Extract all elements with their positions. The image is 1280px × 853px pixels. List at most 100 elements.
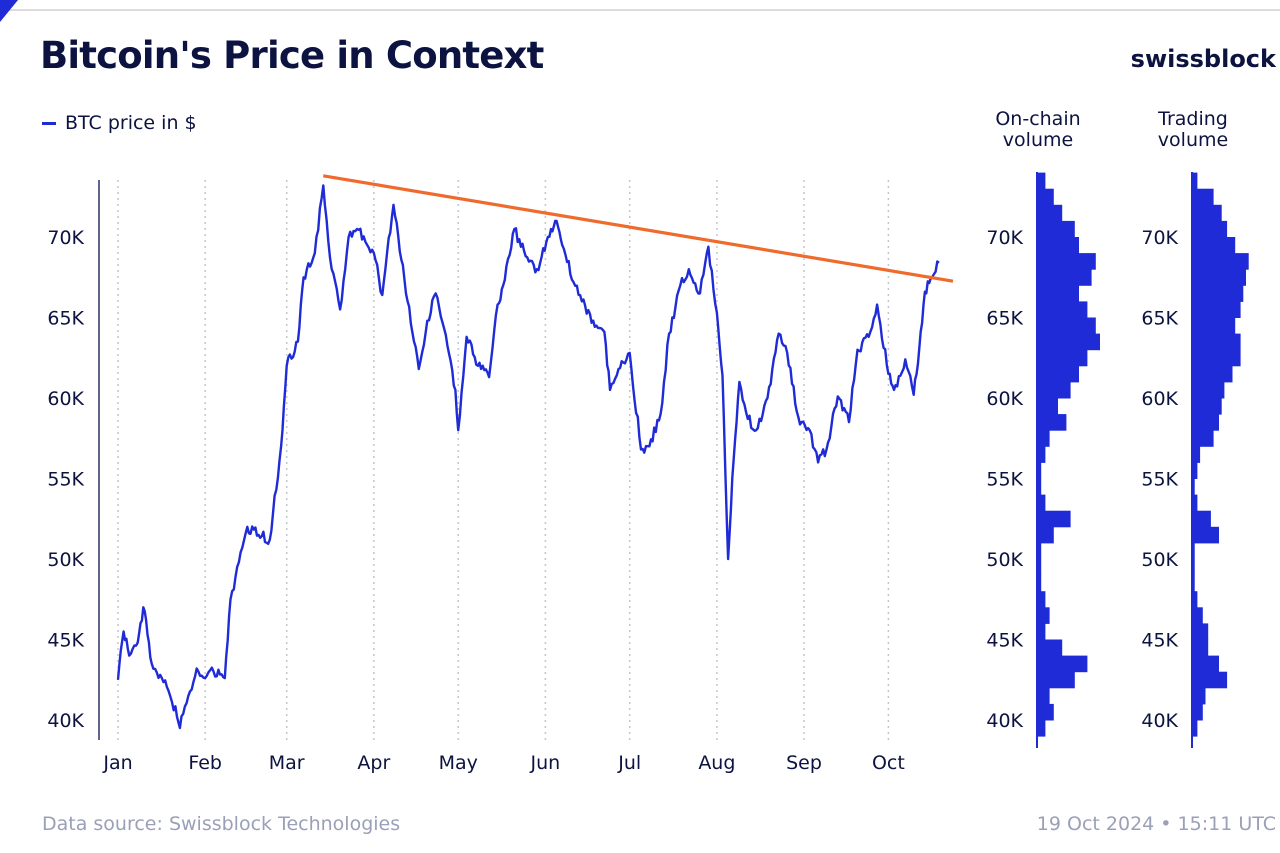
x-tick-label: Jun — [530, 752, 561, 774]
trading-volume-bar — [1192, 172, 1198, 190]
volume-y-tick-label: 50K — [1141, 549, 1178, 571]
x-tick-label: Aug — [698, 752, 735, 774]
corner-accent — [0, 0, 18, 22]
onchain-volume-bar — [1037, 478, 1042, 496]
onchain-volume-bar — [1037, 591, 1046, 608]
y-tick-label: 65K — [47, 308, 84, 330]
legend-label: BTC price in $ — [65, 112, 197, 134]
onchain-volume-bar — [1037, 301, 1088, 318]
timestamp: 19 Oct 2024 • 15:11 UTC — [1036, 813, 1276, 835]
trading-volume-bar — [1192, 623, 1209, 640]
trading-volume-bar — [1192, 204, 1222, 222]
onchain-volume-bar — [1037, 542, 1042, 560]
onchain-volume-bar — [1037, 703, 1054, 721]
onchain-volume-bar — [1037, 333, 1100, 351]
btc-price-line — [116, 184, 940, 730]
volume-y-tick-label: 55K — [1141, 469, 1178, 491]
trading-volume-bar — [1192, 703, 1203, 721]
data-source: Data source: Swissblock Technologies — [42, 813, 401, 835]
onchain-volume-bar — [1037, 381, 1071, 399]
trading-volume-bar — [1192, 237, 1236, 254]
onchain-volume-bar — [1037, 446, 1046, 463]
volume-y-tick-label: 55K — [986, 469, 1023, 491]
onchain-volume-bar — [1037, 462, 1042, 479]
onchain-volume-bar — [1037, 687, 1050, 705]
x-tick-label: Jul — [617, 752, 641, 774]
trading-volume-bar — [1192, 188, 1214, 206]
x-tick-label: May — [439, 752, 478, 774]
trading-volume-bar — [1192, 381, 1225, 399]
onchain-volume-bar — [1037, 188, 1054, 206]
onchain-volume-bar — [1037, 720, 1046, 737]
volume-y-tick-label: 45K — [1141, 630, 1178, 652]
y-tick-label: 40K — [47, 710, 84, 732]
volume-y-tick-label: 60K — [1141, 388, 1178, 410]
trading-volume-bar — [1192, 301, 1241, 318]
volume-y-tick-label: 65K — [986, 308, 1023, 330]
x-tick-label: Mar — [269, 752, 305, 774]
onchain-volume-bar — [1037, 494, 1046, 512]
brand-logo: swissblock — [1130, 45, 1276, 73]
trading-volume-bar — [1192, 607, 1203, 624]
y-tick-label: 70K — [47, 227, 84, 249]
trading-volume-bar — [1192, 414, 1219, 431]
onchain-volume-bar — [1037, 607, 1050, 624]
trading-volume-bar — [1192, 478, 1195, 496]
trading-volume-bar — [1192, 253, 1249, 270]
trading-volume-title: Trading volume — [1133, 109, 1253, 151]
panel-title-line: volume — [1002, 129, 1074, 151]
onchain-volume-bar — [1037, 655, 1088, 673]
x-tick-label: Feb — [188, 752, 222, 774]
onchain-volume-bar — [1037, 269, 1092, 286]
panel-title-line: volume — [1157, 129, 1229, 151]
trading-volume-bar — [1192, 639, 1209, 657]
trading-volume-bar — [1192, 655, 1219, 673]
trading-volume-bar — [1192, 446, 1201, 463]
panel-title-line: Trading — [1158, 108, 1228, 130]
volume-y-tick-label: 40K — [1141, 710, 1178, 732]
onchain-volume-bar — [1037, 237, 1079, 254]
onchain-volume-bar — [1037, 172, 1046, 190]
trading-volume-bar — [1192, 510, 1211, 528]
onchain-volume-bar — [1037, 253, 1096, 270]
y-tick-label: 55K — [47, 469, 84, 491]
trading-volume-bar — [1192, 285, 1244, 302]
onchain-volume-bar — [1037, 526, 1054, 544]
trading-volume-bar — [1192, 687, 1206, 705]
trading-volume-bar — [1192, 591, 1198, 608]
trading-volume-bar — [1192, 269, 1246, 286]
trading-volume-bar — [1192, 398, 1222, 415]
panel-title-line: On-chain — [995, 108, 1081, 130]
chart-title: Bitcoin's Price in Context — [40, 34, 544, 77]
volume-y-tick-label: 40K — [986, 710, 1023, 732]
onchain-volume-bar — [1037, 349, 1088, 367]
volume-y-tick-label: 65K — [1141, 308, 1178, 330]
onchain-volume-bar — [1037, 204, 1063, 222]
legend: BTC price in $ — [42, 112, 197, 134]
trading-volume-bar — [1192, 720, 1198, 737]
trading-volume-bar — [1192, 462, 1198, 479]
trading-volume-bar — [1192, 671, 1228, 689]
onchain-volume-bar — [1037, 510, 1071, 528]
y-tick-label: 50K — [47, 549, 84, 571]
onchain-volume-bar — [1037, 317, 1096, 335]
trading-volume-bar — [1192, 317, 1236, 335]
trading-volume-bar — [1192, 494, 1198, 512]
onchain-volume-bar — [1037, 623, 1046, 640]
volume-y-tick-label: 70K — [986, 227, 1023, 249]
y-tick-label: 60K — [47, 388, 84, 410]
trading-volume-bar — [1192, 220, 1228, 238]
onchain-volume-bar — [1037, 671, 1075, 689]
volume-y-tick-label: 45K — [986, 630, 1023, 652]
trading-volume-bar — [1192, 559, 1195, 576]
volume-y-tick-label: 60K — [986, 388, 1023, 410]
x-tick-label: Sep — [786, 752, 822, 774]
onchain-volume-title: On-chain volume — [978, 109, 1098, 151]
y-tick-label: 45K — [47, 630, 84, 652]
trading-volume-bar — [1192, 430, 1214, 447]
onchain-volume-bar — [1037, 398, 1058, 415]
x-tick-label: Jan — [102, 752, 132, 774]
resistance-trendline — [322, 174, 954, 283]
x-tick-label: Apr — [357, 752, 390, 774]
onchain-volume-bar — [1037, 285, 1079, 302]
